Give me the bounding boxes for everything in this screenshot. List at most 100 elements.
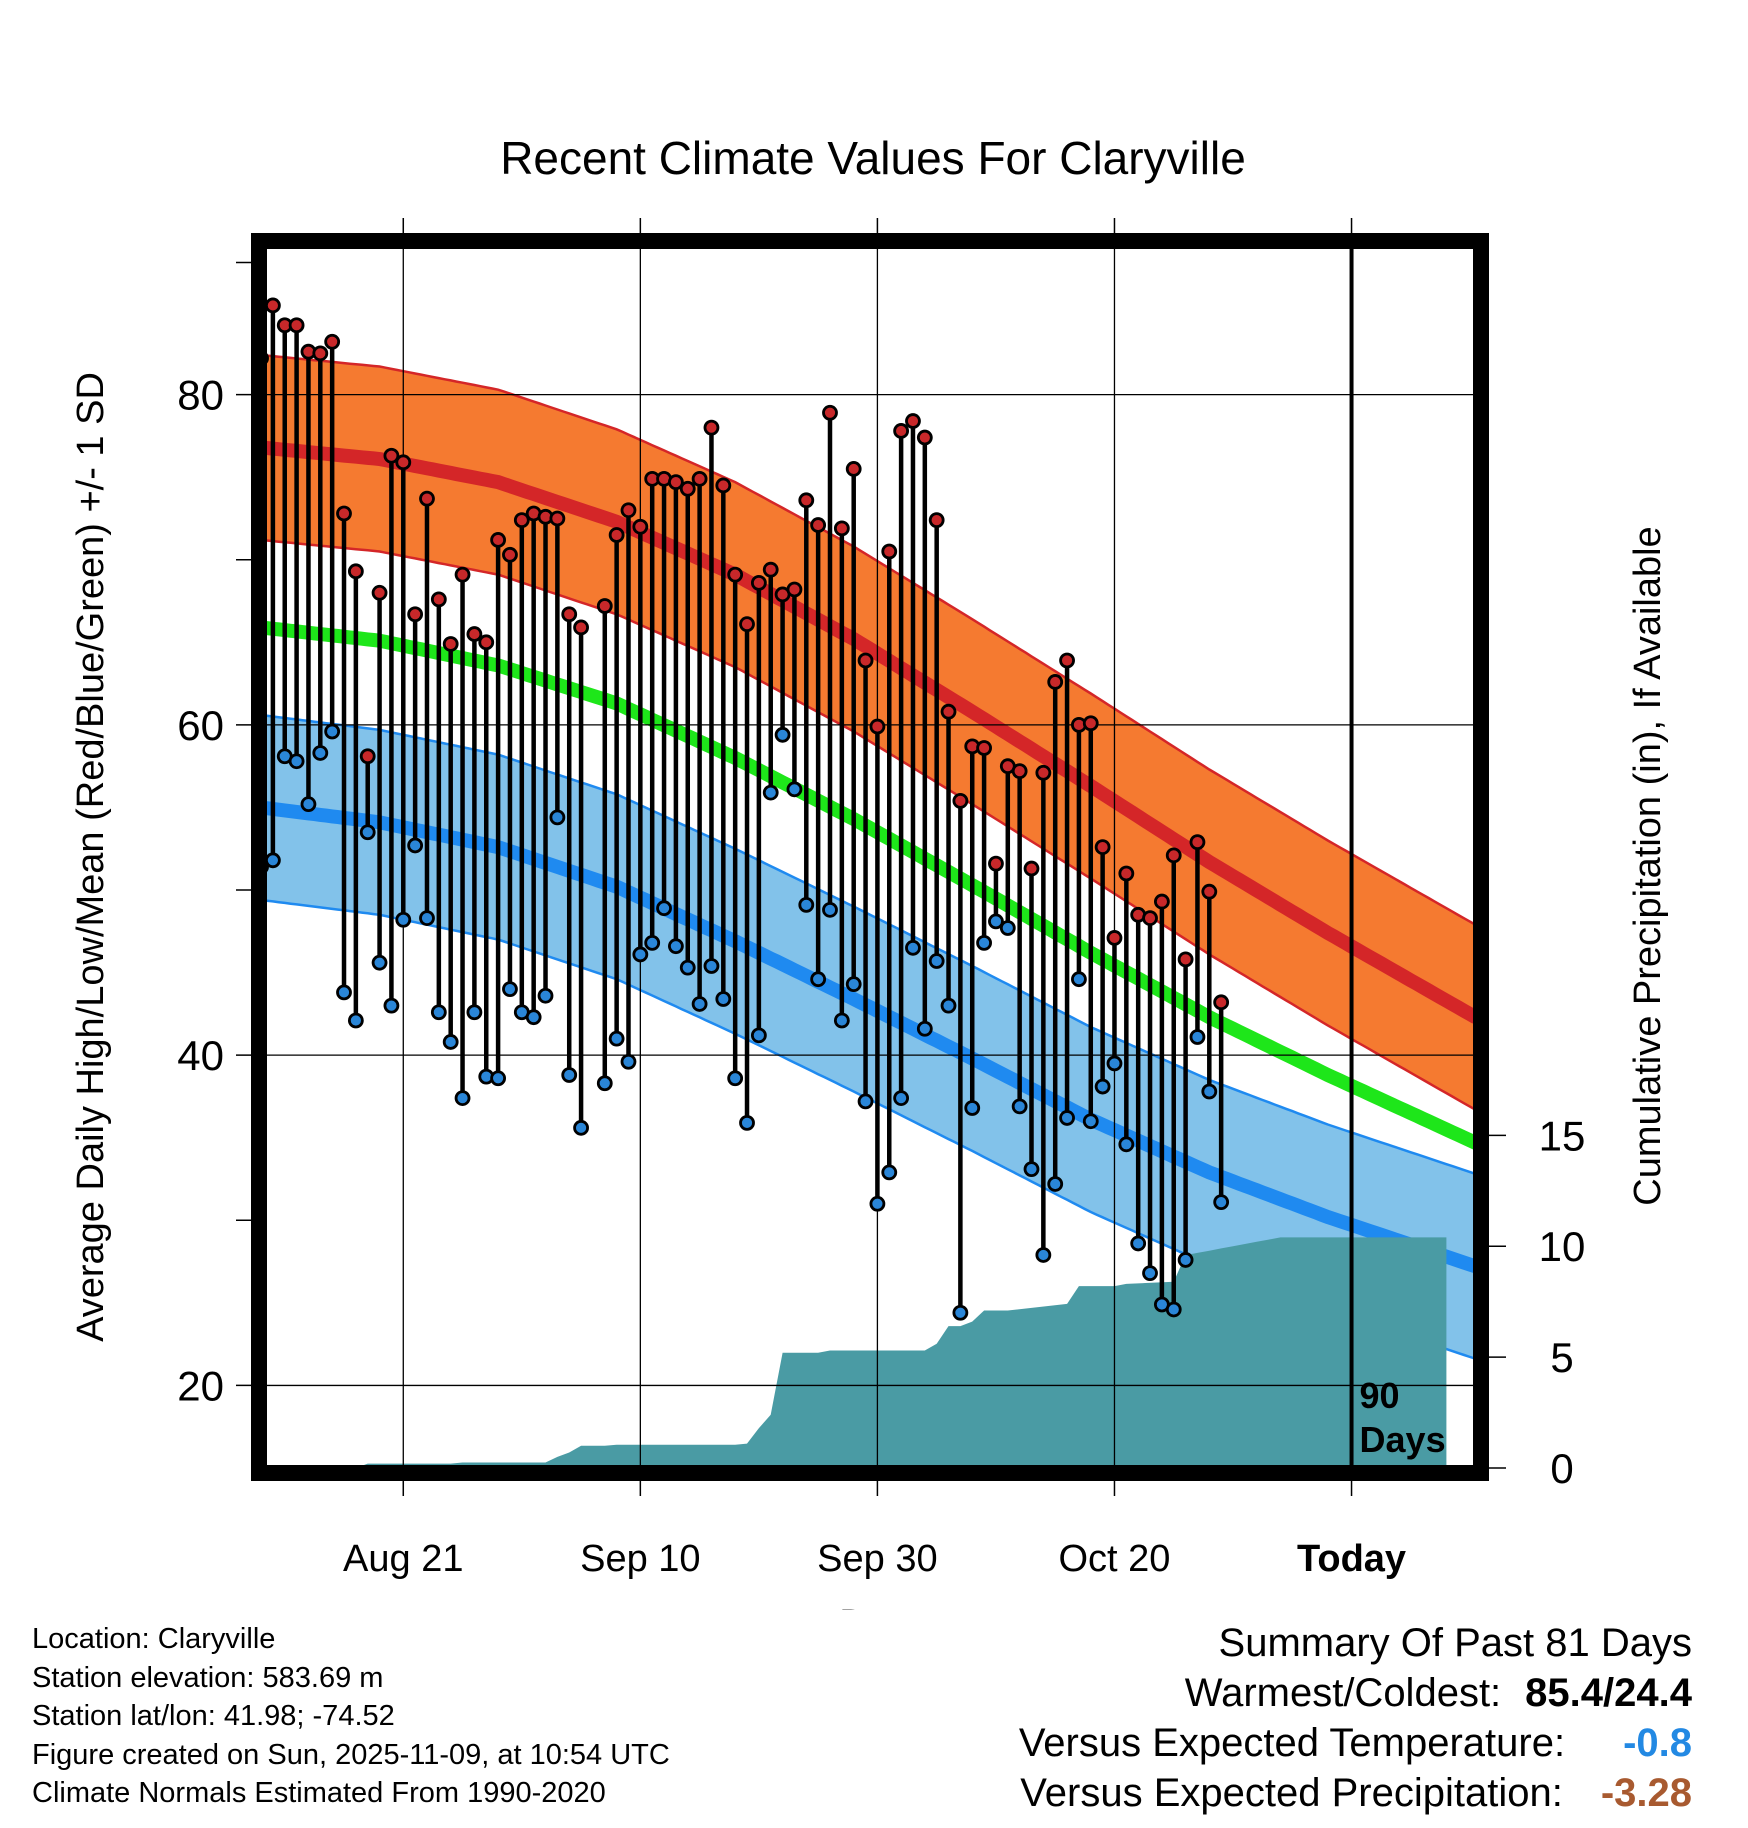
- daily-high-point: [1142, 910, 1158, 926]
- daily-low-point: [976, 934, 992, 951]
- daily-high-point: [810, 517, 827, 533]
- daily-low-point: [952, 1304, 969, 1321]
- x-tick-label: Oct 20: [1058, 1538, 1170, 1580]
- x-tick-label-today: Today: [1297, 1538, 1406, 1580]
- daily-low-point: [656, 900, 672, 917]
- daily-high-point: [668, 474, 684, 491]
- daily-low-point: [264, 852, 281, 869]
- daily-low-point: [786, 781, 803, 798]
- warm-cold-value: 85.4/24.4: [1525, 1671, 1692, 1715]
- daily-high-point: [1153, 893, 1170, 910]
- daily-high-point: [608, 527, 625, 543]
- daily-high-point: [881, 543, 898, 560]
- summary-warm-cold: Warmest/Coldest: 85.4/24.4: [1019, 1668, 1692, 1718]
- daily-low-point: [703, 958, 720, 974]
- today-days-word: Days: [1360, 1419, 1446, 1460]
- daily-high-point: [502, 546, 518, 563]
- daily-low-point: [750, 1027, 767, 1044]
- daily-high-point: [419, 490, 435, 507]
- daily-high-point: [750, 574, 767, 591]
- summary-precip: Versus Expected Precipitation: -3.28: [1019, 1768, 1692, 1818]
- daily-high-point: [1106, 930, 1123, 946]
- daily-low-point: [928, 953, 945, 969]
- daily-low-point: [383, 997, 400, 1014]
- daily-high-point: [1023, 860, 1040, 877]
- daily-low-point: [1189, 1029, 1206, 1045]
- daily-low-point: [632, 946, 649, 963]
- daily-high-point: [549, 510, 566, 527]
- daily-low-point: [466, 1004, 483, 1021]
- chart-title: Recent Climate Values For Claryville: [500, 132, 1246, 184]
- daily-high-point: [264, 297, 281, 314]
- x-axis-title: Day: [839, 1603, 907, 1610]
- daily-low-point: [1118, 1136, 1135, 1153]
- x-tick-label: Sep 10: [580, 1538, 700, 1580]
- daily-high-point: [928, 512, 945, 529]
- daily-high-point: [691, 470, 708, 487]
- daily-high-point: [596, 598, 613, 614]
- daily-low-point: [1165, 1301, 1182, 1318]
- daily-high-point: [312, 345, 329, 362]
- daily-high-point: [727, 566, 744, 583]
- daily-high-point: [573, 619, 589, 636]
- daily-low-point: [502, 981, 518, 998]
- precip-dev-label: Versus Expected Precipitation:: [1020, 1771, 1563, 1815]
- summary-heading: Summary Of Past 81 Days: [1218, 1621, 1692, 1665]
- daily-high-point: [798, 492, 815, 509]
- daily-low-point: [561, 1067, 578, 1083]
- daily-high-point: [703, 419, 720, 436]
- daily-high-point: [1189, 834, 1206, 851]
- daily-low-point: [1035, 1247, 1052, 1263]
- daily-high-point: [1165, 847, 1182, 864]
- daily-high-point: [916, 429, 933, 446]
- daily-high-point: [561, 606, 578, 623]
- daily-low-point: [774, 726, 791, 743]
- daily-high-point: [490, 532, 507, 548]
- daily-low-point: [347, 1012, 364, 1029]
- daily-low-point: [1023, 1161, 1040, 1178]
- x-tick-label: Sep 30: [817, 1538, 937, 1580]
- daily-high-point: [347, 563, 364, 580]
- daily-high-point: [1082, 715, 1099, 732]
- daily-low-point: [798, 896, 815, 913]
- precip-dev-value: -3.28: [1600, 1771, 1692, 1815]
- daily-low-point: [1213, 1194, 1230, 1211]
- daily-high-point: [1201, 883, 1218, 900]
- daily-high-point: [845, 461, 862, 477]
- daily-low-point: [1047, 1176, 1064, 1192]
- daily-high-point: [893, 423, 910, 439]
- daily-low-point: [679, 959, 696, 976]
- y-tick-label: 80: [177, 372, 224, 419]
- daily-high-point: [988, 855, 1004, 872]
- warm-cold-label: Warmest/Coldest:: [1184, 1671, 1502, 1715]
- daily-low-point: [549, 809, 566, 826]
- daily-high-point: [1035, 764, 1052, 781]
- daily-low-point: [916, 1020, 933, 1037]
- daily-high-point: [1047, 674, 1064, 690]
- y-tick-label: 60: [177, 702, 224, 749]
- daily-low-point: [739, 1114, 755, 1131]
- daily-high-point: [715, 477, 732, 494]
- daily-high-point: [1177, 951, 1194, 968]
- plot-frame: [251, 233, 1489, 1481]
- daily-high-point: [869, 718, 886, 735]
- daily-low-point: [833, 1012, 850, 1029]
- daily-high-point: [1094, 839, 1111, 855]
- daily-low-point: [324, 723, 341, 740]
- axes: 20 40 60 80 0 5 10 15 Aug 21 Sep 10 Sep 30 Oct 20 To…: [70, 218, 1669, 1610]
- daily-high-point: [940, 703, 957, 720]
- daily-high-point: [371, 584, 388, 601]
- daily-high-point: [430, 591, 447, 608]
- high-normal-line: [264, 440, 1476, 1024]
- daily-high-point: [952, 792, 969, 809]
- daily-high-point: [466, 626, 483, 642]
- daily-high-point: [288, 317, 305, 334]
- daily-low-point: [1142, 1265, 1158, 1282]
- daily-low-point: [596, 1075, 613, 1092]
- daily-high-point: [739, 616, 755, 633]
- daily-low-point: [762, 784, 779, 801]
- daily-high-point: [383, 447, 400, 464]
- daily-high-point: [324, 333, 341, 350]
- today-days-number: 90: [1360, 1375, 1400, 1416]
